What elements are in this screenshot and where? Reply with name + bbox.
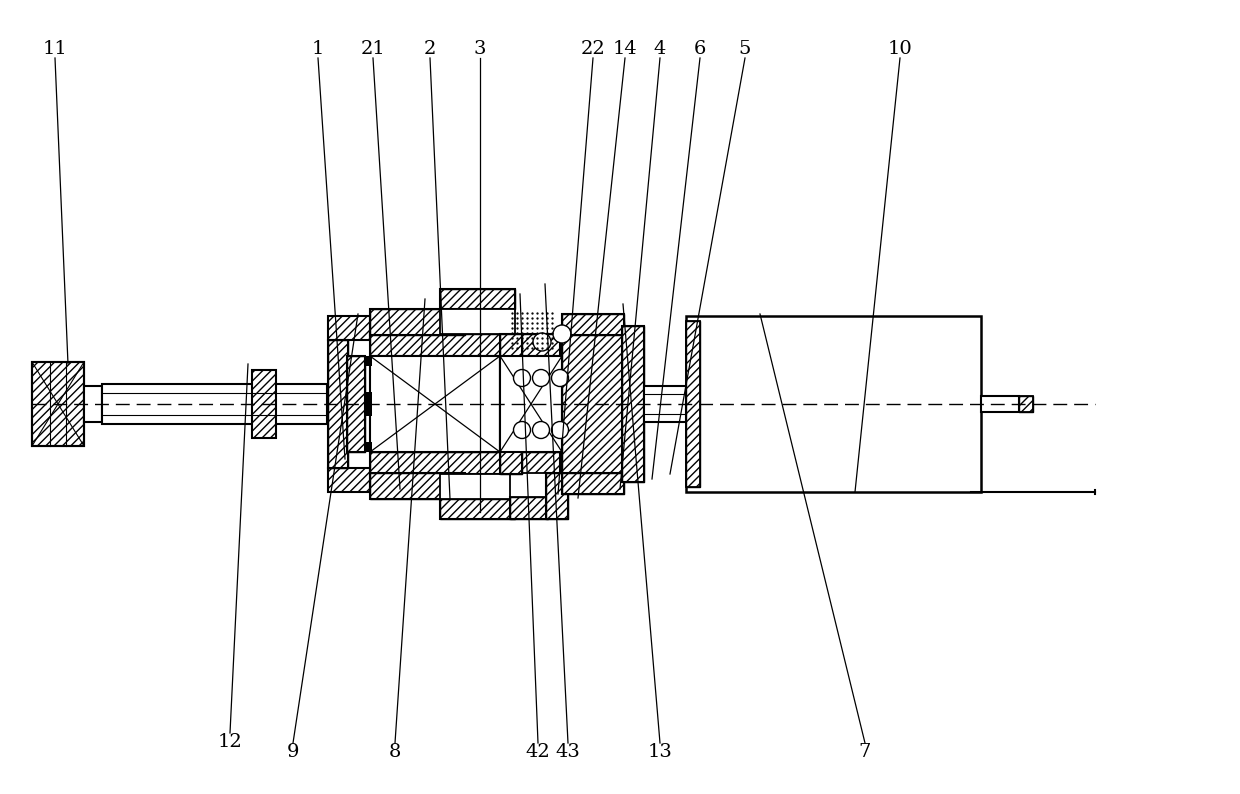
Text: 13: 13 xyxy=(647,743,672,761)
Bar xyxy=(440,289,515,309)
Text: 22: 22 xyxy=(580,40,605,58)
Bar xyxy=(562,473,624,494)
Circle shape xyxy=(533,333,551,351)
Bar xyxy=(562,334,624,474)
Text: 43: 43 xyxy=(556,743,580,761)
Bar xyxy=(546,473,568,519)
Bar xyxy=(370,309,465,335)
Bar xyxy=(370,334,560,356)
Text: 10: 10 xyxy=(888,40,913,58)
Bar xyxy=(622,326,644,482)
Bar xyxy=(329,468,370,492)
Bar xyxy=(562,334,624,474)
Text: 6: 6 xyxy=(694,40,707,58)
Circle shape xyxy=(553,325,570,343)
Bar xyxy=(370,473,465,499)
Bar xyxy=(500,356,562,452)
Bar xyxy=(329,340,348,468)
Bar xyxy=(252,370,277,438)
Bar xyxy=(562,473,624,494)
Bar xyxy=(347,356,365,452)
Bar xyxy=(440,289,515,309)
Bar xyxy=(252,370,277,438)
Bar xyxy=(370,356,500,452)
Bar xyxy=(981,396,1019,412)
Text: 3: 3 xyxy=(474,40,486,58)
Circle shape xyxy=(552,369,568,387)
Text: 1: 1 xyxy=(311,40,324,58)
Bar xyxy=(440,309,515,334)
Bar xyxy=(370,309,465,335)
Circle shape xyxy=(532,369,549,387)
Text: 21: 21 xyxy=(361,40,386,58)
Bar xyxy=(546,473,568,519)
Bar xyxy=(622,326,644,482)
Bar xyxy=(510,497,548,519)
Text: 12: 12 xyxy=(218,733,242,751)
Bar xyxy=(329,468,370,492)
Bar xyxy=(370,452,560,474)
Circle shape xyxy=(532,422,549,438)
Circle shape xyxy=(513,422,531,438)
Bar xyxy=(500,334,522,474)
Bar xyxy=(510,497,548,519)
Bar xyxy=(500,334,522,474)
Text: 9: 9 xyxy=(286,743,299,761)
Bar xyxy=(329,340,348,468)
Bar xyxy=(686,316,981,492)
Text: 7: 7 xyxy=(859,743,872,761)
Bar xyxy=(102,384,327,424)
Bar xyxy=(32,362,84,446)
Bar xyxy=(365,442,372,452)
Text: 11: 11 xyxy=(42,40,67,58)
Bar xyxy=(562,314,624,335)
Bar xyxy=(686,321,701,487)
Text: 5: 5 xyxy=(739,40,751,58)
Bar xyxy=(329,316,370,340)
Bar xyxy=(365,356,372,366)
Text: 8: 8 xyxy=(389,743,402,761)
Bar xyxy=(686,321,701,487)
Circle shape xyxy=(513,369,531,387)
Bar xyxy=(347,356,365,452)
Bar xyxy=(329,316,370,340)
Bar xyxy=(1019,396,1033,412)
Bar xyxy=(370,334,560,356)
Text: 42: 42 xyxy=(526,743,551,761)
Bar xyxy=(370,452,560,474)
Text: 2: 2 xyxy=(424,40,436,58)
Bar xyxy=(510,473,548,497)
Text: 4: 4 xyxy=(653,40,666,58)
Bar xyxy=(32,362,84,446)
Text: 14: 14 xyxy=(613,40,637,58)
Bar xyxy=(644,386,686,422)
Bar xyxy=(370,473,465,499)
Bar xyxy=(1019,396,1033,412)
Bar xyxy=(440,499,515,519)
Bar xyxy=(440,474,515,499)
Bar xyxy=(440,499,515,519)
Circle shape xyxy=(552,422,568,438)
Bar xyxy=(562,314,624,335)
Bar xyxy=(84,386,102,422)
Bar xyxy=(365,392,372,416)
